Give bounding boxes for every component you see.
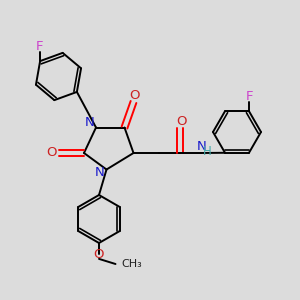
Text: F: F — [35, 40, 43, 52]
Text: O: O — [94, 248, 104, 262]
Text: N: N — [85, 116, 95, 129]
Text: O: O — [46, 146, 57, 160]
Text: N: N — [197, 140, 206, 153]
Text: N: N — [95, 166, 105, 179]
Text: F: F — [246, 90, 254, 103]
Text: CH₃: CH₃ — [121, 259, 142, 269]
Text: H: H — [203, 145, 212, 158]
Text: O: O — [130, 89, 140, 103]
Text: O: O — [176, 115, 187, 128]
